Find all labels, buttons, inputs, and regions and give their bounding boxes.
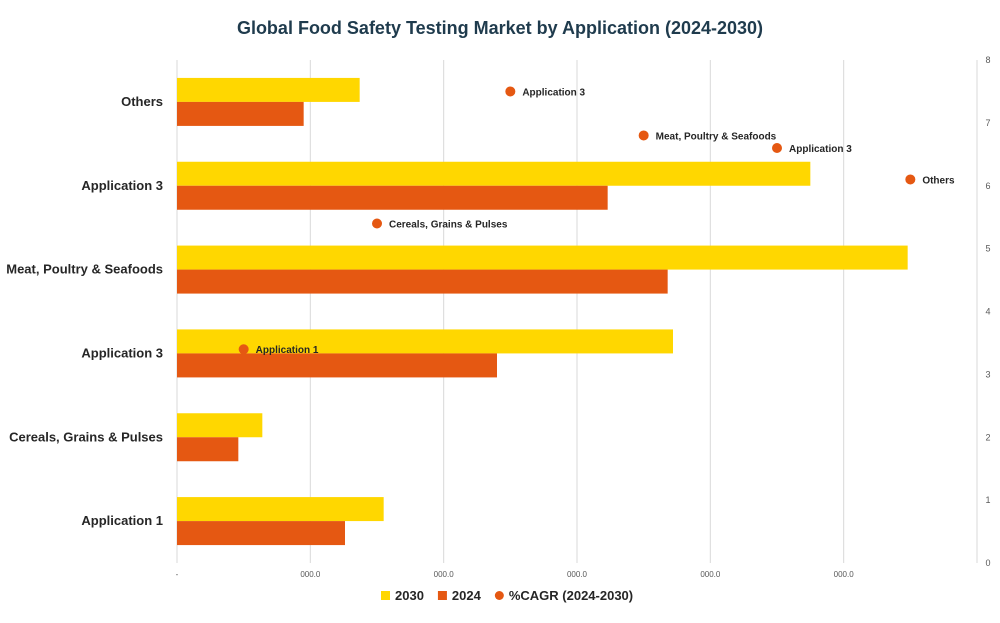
legend-label-2030: 2030 (395, 588, 424, 603)
cagr-points: Application 1 Cereals, Grains & Pulses App… (238, 86, 955, 356)
bar-2024-cereals-grains-pulses (177, 437, 239, 462)
bar-2030-cereals-grains-pulses (177, 413, 263, 438)
bar-2024-application-3 (177, 185, 608, 210)
cagr-point-label: Meat, Poultry & Seafoods (656, 131, 777, 142)
cagr-point-label: Application 3 (522, 87, 585, 98)
x-tick-label: - (176, 570, 179, 579)
x-tick-label: 000.0 (700, 570, 721, 579)
bar-2024-application-1 (177, 521, 345, 546)
cagr-point-label: Cereals, Grains & Pulses (389, 219, 508, 230)
secondary-y-tick: 0 (985, 558, 990, 568)
bars (177, 77, 908, 546)
chart-title: Global Food Safety Testing Market by App… (237, 18, 763, 38)
bar-2024-meat-poultry-seafoods (177, 269, 668, 294)
secondary-y-tick: 8 (985, 55, 990, 65)
x-tick-labels: - 000.0 000.0 000.0 000.0 000.0 (176, 570, 855, 579)
bar-2030-application-3 (177, 329, 673, 354)
category-label-application-1: Application 1 (81, 513, 163, 528)
bar-2030-application-1 (177, 497, 384, 522)
cagr-point-label: Others (922, 175, 955, 186)
cagr-point-application-1 (238, 344, 249, 355)
bar-2024-application-3 (177, 353, 497, 378)
secondary-y-tick: 5 (985, 244, 990, 254)
gridlines (176, 60, 978, 563)
cagr-point-meat-poultry-seafoods (638, 130, 649, 141)
bar-2030-application-3 (177, 161, 811, 186)
x-tick-label: 000.0 (300, 570, 321, 579)
category-label-meat-poultry-seafoods: Meat, Poultry & Seafoods (6, 262, 163, 277)
secondary-y-tick: 7 (985, 118, 990, 128)
bar-2030-meat-poultry-seafoods (177, 245, 908, 270)
legend: 2030 2024 %CAGR (2024-2030) (381, 588, 633, 603)
secondary-y-tick-labels: 0 1 2 3 4 5 6 7 8 (985, 55, 990, 568)
secondary-y-tick: 6 (985, 181, 990, 191)
cagr-point-application-3 (772, 143, 782, 154)
secondary-y-tick: 4 (985, 307, 990, 317)
legend-label-2024: 2024 (452, 588, 482, 603)
category-label-application-3: Application 3 (81, 178, 163, 193)
secondary-y-tick: 3 (985, 369, 990, 379)
secondary-y-tick: 2 (985, 432, 990, 442)
legend-swatch-2030 (381, 591, 390, 600)
bar-2030-others (177, 77, 360, 102)
cagr-point-others (905, 174, 916, 185)
x-tick-label: 000.0 (434, 570, 455, 579)
legend-label-cagr-2024-2030: %CAGR (2024-2030) (509, 588, 633, 603)
category-labels: Others Application 3 Meat, Poultry & Seafo… (6, 94, 163, 528)
category-label-application-3: Application 3 (81, 345, 163, 360)
legend-swatch-cagr (494, 591, 504, 600)
secondary-y-tick: 1 (985, 495, 990, 505)
x-tick-label: 000.0 (834, 570, 855, 579)
cagr-point-application-3 (505, 86, 516, 97)
legend-swatch-2024 (437, 591, 447, 600)
cagr-point-label: Application 1 (256, 345, 319, 356)
category-label-others: Others (121, 94, 163, 109)
bar-2024-others (177, 101, 304, 126)
cagr-point-cereals-grains-pulses (372, 218, 382, 229)
cagr-point-label: Application 3 (789, 144, 852, 155)
category-label-cereals-grains-pulses: Cereals, Grains & Pulses (9, 429, 163, 444)
x-tick-label: 000.0 (567, 570, 588, 579)
